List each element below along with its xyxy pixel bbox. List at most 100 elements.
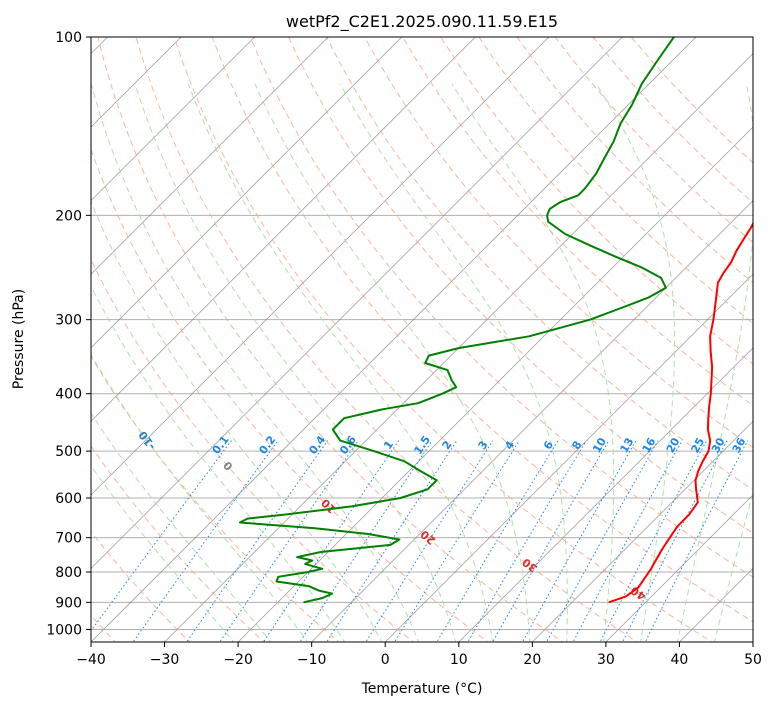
y-tick-label: 800 bbox=[55, 565, 82, 581]
dry-adiabat-line bbox=[91, 148, 489, 642]
mixing-ratio-label: 6 bbox=[541, 438, 556, 452]
x-tick-label: 40 bbox=[671, 652, 689, 668]
moist-adiabat-line bbox=[91, 464, 235, 642]
moist-adiabat-line bbox=[91, 412, 272, 642]
dry-adiabat-label: 0 bbox=[221, 458, 236, 473]
mixing-ratio-label: 16 bbox=[640, 435, 659, 455]
mixing-ratio-label: 1.5 bbox=[411, 433, 433, 456]
x-tick-label: 10 bbox=[450, 652, 468, 668]
dry-adiabat-line bbox=[402, 37, 753, 407]
moist-adiabat-line bbox=[134, 83, 457, 642]
dry-adiabat-line bbox=[97, 37, 564, 642]
mixing-ratio-line bbox=[467, 440, 587, 642]
y-tick-label: 600 bbox=[55, 491, 82, 507]
isotherm-line bbox=[237, 126, 753, 642]
x-tick-label: 0 bbox=[381, 652, 390, 668]
mixing-ratio-label: 1 bbox=[381, 438, 396, 452]
mixing-ratio-label: 36 bbox=[730, 435, 749, 455]
moist-adiabat-line bbox=[339, 83, 568, 642]
isotherm-line bbox=[91, 37, 255, 202]
dry-adiabat-label: -30 bbox=[0, 365, 3, 389]
dry-adiabat-line bbox=[287, 37, 753, 534]
mixing-ratio-line bbox=[262, 440, 400, 642]
x-axis-label: Temperature (°C) bbox=[361, 681, 483, 697]
y-tick-label: 500 bbox=[55, 444, 82, 460]
y-tick-label: 400 bbox=[55, 387, 82, 403]
dry-adiabat-line bbox=[326, 37, 753, 491]
mixing-ratio-label: 0.2 bbox=[256, 433, 278, 456]
moist-adiabat-line bbox=[91, 83, 420, 642]
dry-adiabat-line bbox=[592, 37, 753, 204]
isotherm-line bbox=[91, 37, 329, 275]
mixing-ratio-line bbox=[132, 440, 279, 642]
mixing-ratio-line bbox=[185, 440, 329, 642]
y-tick-label: 300 bbox=[55, 313, 82, 329]
dry-adiabat-line bbox=[91, 258, 415, 642]
x-tick-label: 50 bbox=[744, 652, 762, 668]
dry-adiabat-line bbox=[554, 37, 753, 244]
x-tick-label: −10 bbox=[297, 652, 327, 668]
dry-adiabat-line bbox=[364, 37, 753, 449]
isotherm-line bbox=[91, 37, 550, 496]
y-tick-label: 900 bbox=[55, 595, 82, 611]
y-tick-label: 200 bbox=[55, 208, 82, 224]
moist-adiabat-line bbox=[713, 491, 753, 642]
dry-adiabat-label: -10 bbox=[136, 428, 158, 452]
temperature-profile bbox=[608, 221, 753, 604]
dry-adiabat-line bbox=[91, 355, 340, 642]
mixing-ratio-line bbox=[436, 440, 559, 642]
plot-area: 0.10.20.40.611.52346810131620253036-100-… bbox=[0, 37, 753, 642]
isotherm-line bbox=[605, 494, 753, 642]
mixing-ratio-label: 10 bbox=[590, 435, 609, 455]
y-axis-label: Pressure (hPa) bbox=[11, 289, 27, 389]
dry-adiabat-line bbox=[478, 37, 753, 324]
y-tick-label: 1000 bbox=[46, 622, 82, 638]
dry-adiabat-line bbox=[135, 37, 639, 642]
isotherm-line bbox=[679, 567, 753, 642]
dry-adiabat-label: -20 bbox=[58, 400, 80, 424]
dry-adiabat-line bbox=[249, 37, 753, 578]
mixing-ratio-label: 0.4 bbox=[306, 433, 328, 457]
mixing-ratio-line bbox=[521, 440, 637, 642]
chart-title: wetPf2_C2E1.2025.090.11.59.E15 bbox=[286, 12, 558, 32]
axis-ticks: −40 −30 −20 −10 0 10 20 30 40 5010020030040050060… bbox=[46, 30, 762, 668]
y-tick-label: 100 bbox=[55, 30, 82, 46]
mixing-ratio-label: 0.1 bbox=[210, 433, 232, 456]
mixing-ratio-label: 4 bbox=[502, 438, 517, 452]
mixing-ratio-line bbox=[365, 440, 494, 642]
mixing-ratio-line bbox=[299, 440, 433, 642]
moist-adiabat-line bbox=[91, 200, 383, 642]
mixing-ratio-line bbox=[492, 440, 610, 642]
mixing-ratio-line bbox=[622, 440, 728, 642]
dewpoint-profile bbox=[238, 37, 675, 604]
mixing-ratio-line bbox=[91, 440, 232, 632]
isotherm-line bbox=[91, 37, 623, 570]
isotherm-line bbox=[91, 37, 403, 349]
x-tick-label: 30 bbox=[597, 652, 615, 668]
isotherm-line bbox=[458, 347, 753, 642]
x-tick-label: −20 bbox=[223, 652, 253, 668]
isotherm-line bbox=[532, 420, 753, 642]
x-tick-label: −30 bbox=[150, 652, 180, 668]
isotherm-line bbox=[752, 641, 753, 642]
isotherm-line bbox=[384, 273, 753, 642]
moist-adiabat-line bbox=[91, 353, 309, 642]
dry-adiabat-line bbox=[211, 37, 753, 623]
mixing-ratio-label: 8 bbox=[569, 439, 584, 452]
isotherm-line bbox=[311, 200, 753, 642]
mixing-ratio-label: 2 bbox=[440, 438, 455, 452]
mixing-ratio-label: 25 bbox=[688, 436, 707, 456]
x-tick-label: 20 bbox=[523, 652, 541, 668]
isotherm-line bbox=[91, 37, 697, 642]
moist-adiabat-line bbox=[676, 83, 753, 642]
mixing-ratio-label: 3 bbox=[476, 438, 491, 451]
dry-adiabat-line bbox=[516, 37, 753, 284]
x-tick-label: −40 bbox=[76, 652, 106, 668]
isotherm-line bbox=[164, 52, 753, 642]
mixing-ratio-line bbox=[326, 440, 458, 642]
isotherm-line bbox=[91, 37, 476, 422]
moist-adiabat-line bbox=[595, 83, 676, 642]
mixing-ratio-line bbox=[394, 440, 520, 642]
mixing-ratio-line bbox=[599, 440, 708, 642]
